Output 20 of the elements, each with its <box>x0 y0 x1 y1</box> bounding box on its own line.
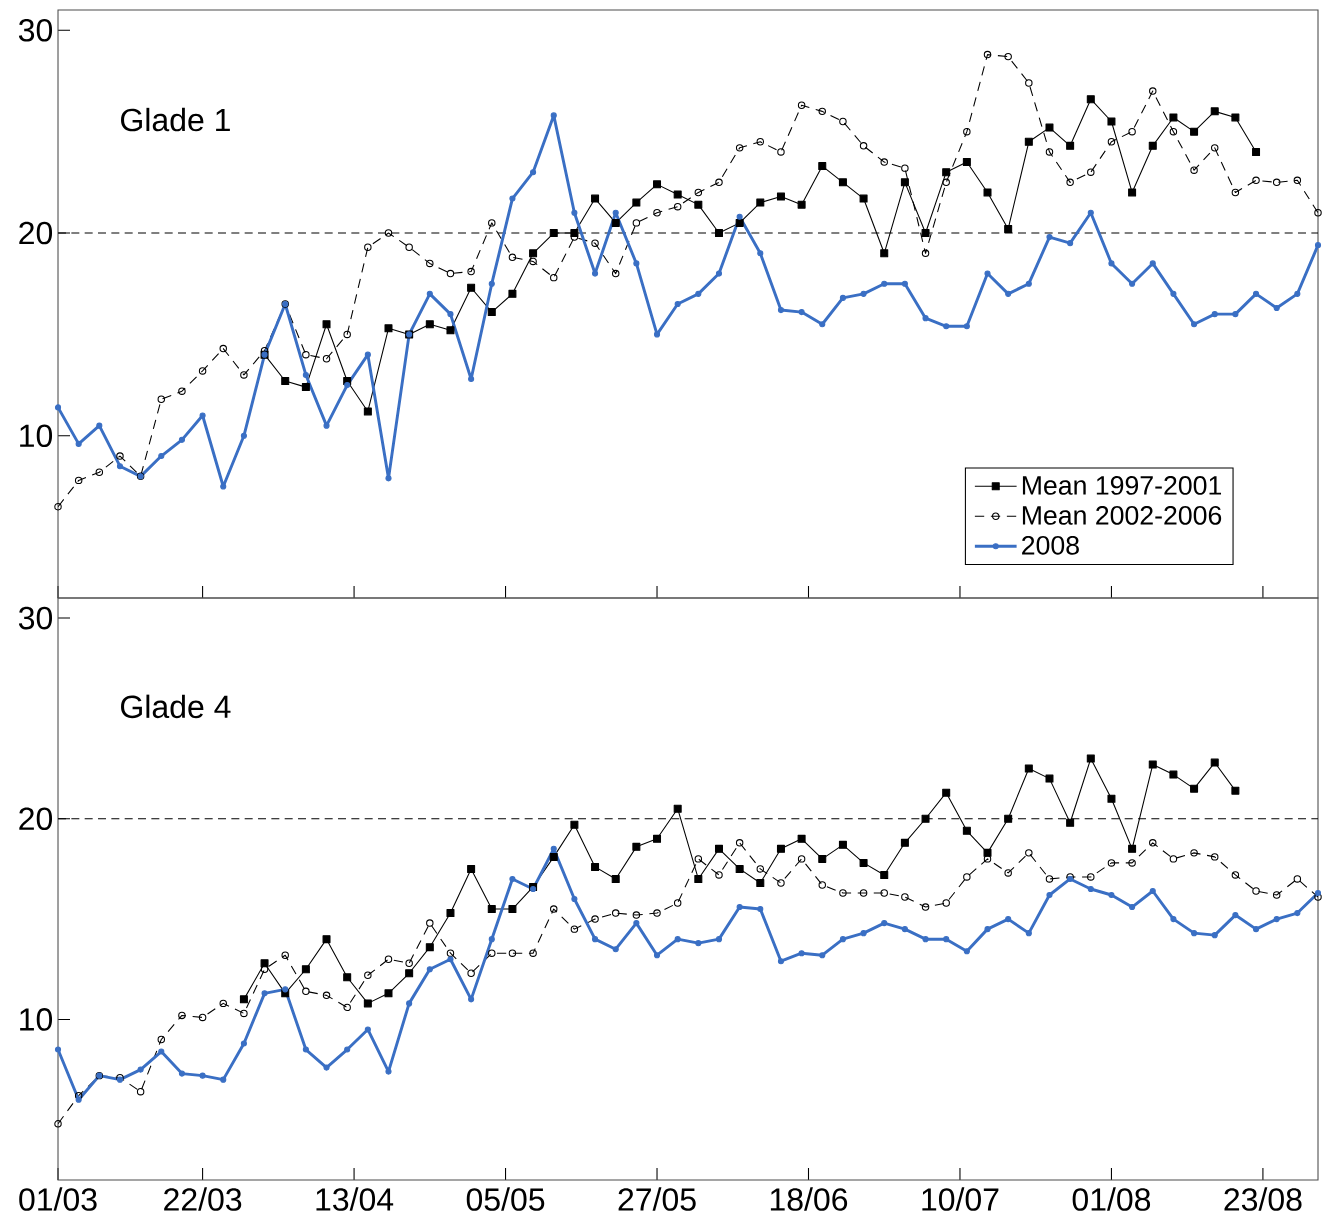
y-tick-label: 20 <box>19 221 53 245</box>
x-tick-label: 18/06 <box>770 1187 848 1211</box>
y-tick-label: 30 <box>18 18 53 42</box>
y-tick-label: 30 <box>18 606 53 630</box>
x-tick-label: 13/04 <box>316 1187 394 1211</box>
text: Glade 4 <box>121 694 231 719</box>
x-tick-label: 05/05 <box>466 1187 545 1211</box>
x-tick-label: 01/08 <box>1072 1187 1151 1211</box>
x-tick-label: 22/03 <box>164 1187 242 1211</box>
legend-label: 2008 <box>1022 535 1079 555</box>
x-tick-label: 01/03 <box>19 1187 97 1211</box>
y-tick-label: 10 <box>20 1008 53 1031</box>
text: Glade 1 <box>121 107 230 132</box>
x-tick-label: 10/07 <box>922 1187 999 1211</box>
y-tick-label: 10 <box>20 424 53 448</box>
y-tick-label: 20 <box>19 807 53 831</box>
x-tick-label: 23/08 <box>1224 1187 1302 1211</box>
x-tick-label: 27/05 <box>618 1187 696 1211</box>
legend-label: Mean 1997-2001 <box>1022 476 1222 495</box>
legend-label: Mean 2002-2006 <box>1022 505 1222 525</box>
